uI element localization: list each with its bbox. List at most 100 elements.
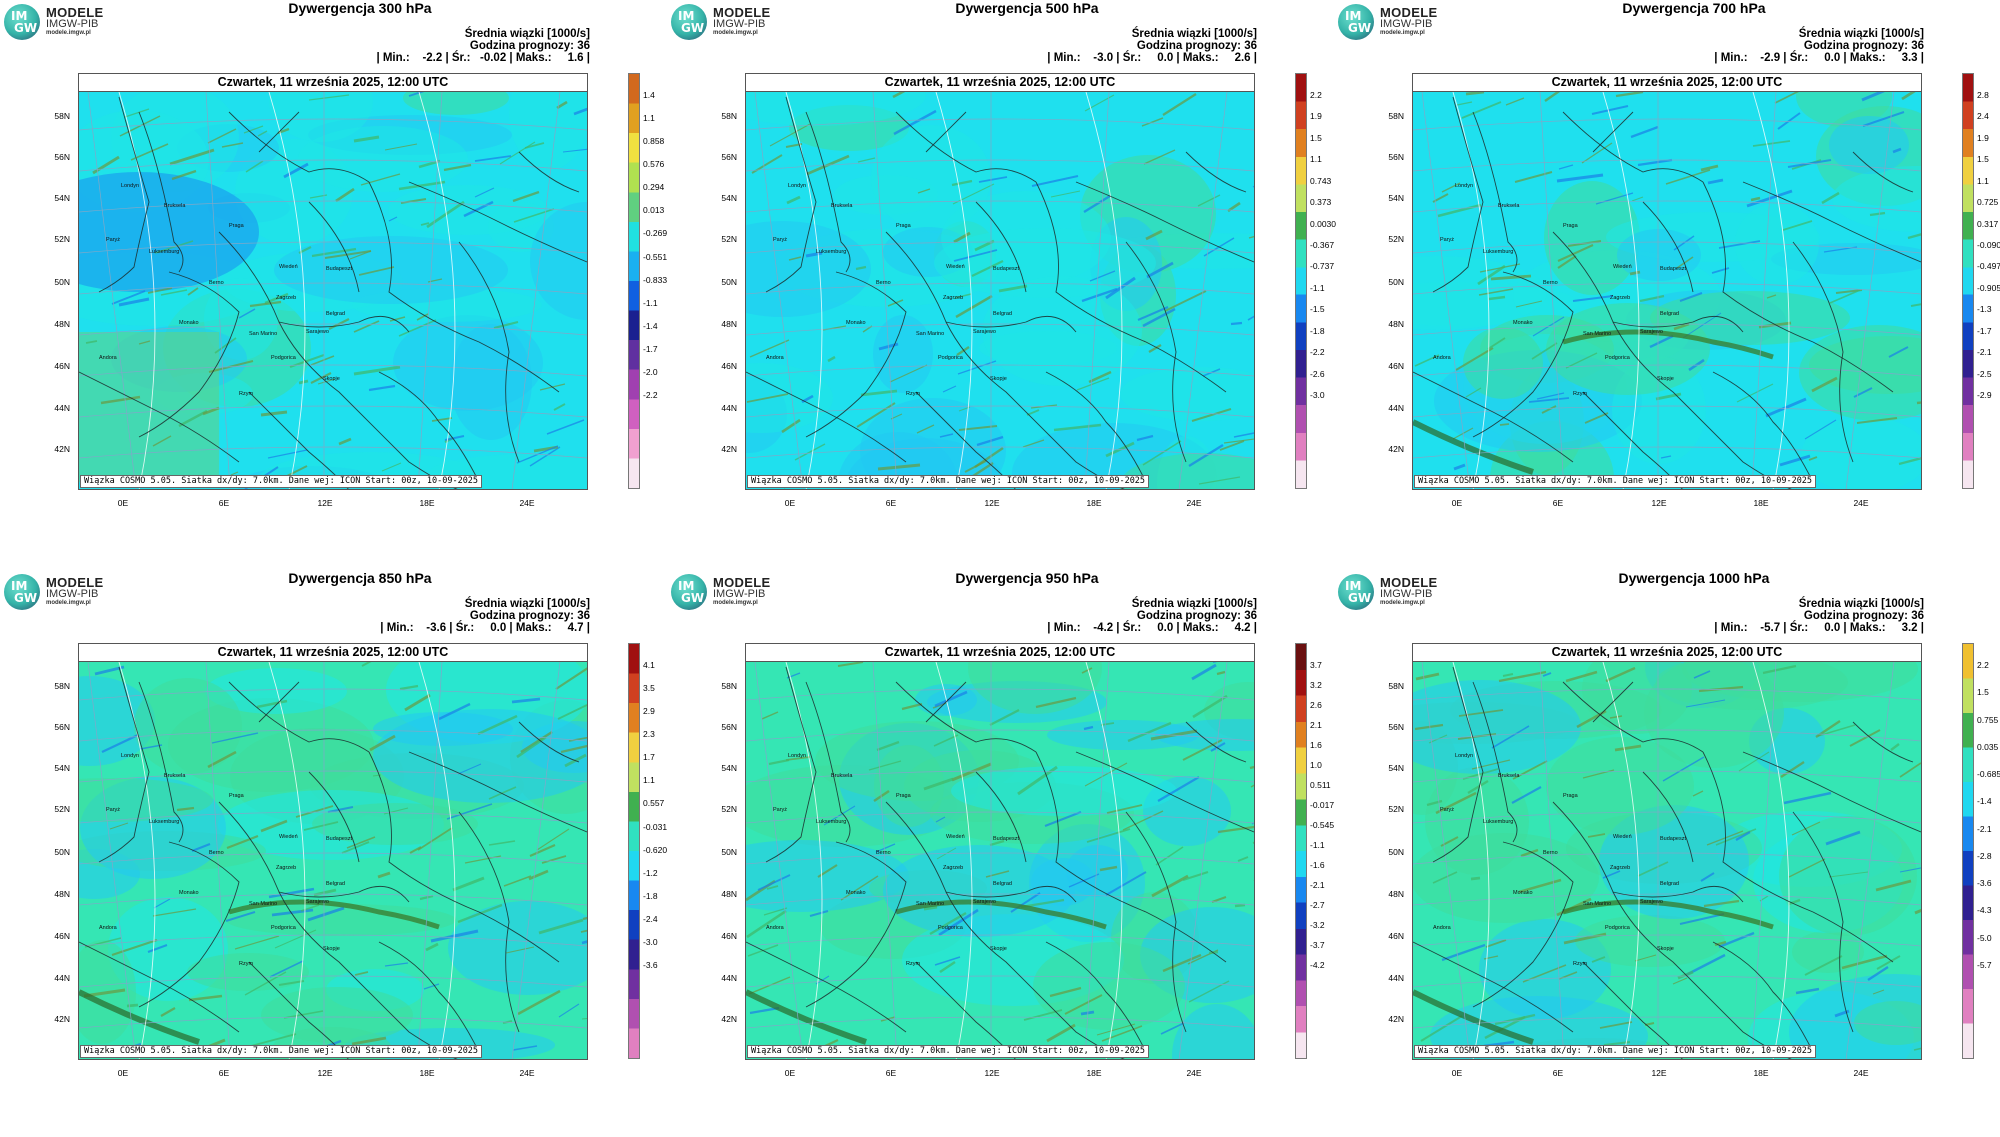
colorbar-tick-label: 2.3 <box>643 729 655 739</box>
city-label: San Marino <box>249 331 278 337</box>
city-label: Belgrad <box>1660 881 1679 887</box>
city-label: Paryż <box>773 237 788 243</box>
lat-tick-label: 44N <box>721 973 737 983</box>
lat-tick-label: 54N <box>721 763 737 773</box>
stats-line: | Min.: -2.2 | Śr.: -0.02 | Maks.: 1.6 | <box>376 52 590 64</box>
city-label: Belgrad <box>993 881 1012 887</box>
colorbar-tick-label: 1.1 <box>1310 154 1322 164</box>
colorbar-tick-label: -2.1 <box>1310 880 1325 890</box>
city-label: Andora <box>766 355 784 361</box>
colorbar-tick-label: 0.725 <box>1977 197 1999 207</box>
colorbar-tick-label: -0.905 <box>1977 283 2000 293</box>
map-frame: Czwartek, 11 września 2025, 12:00 UTC Lon… <box>1412 73 1922 490</box>
city-label: Rzym <box>1573 391 1588 397</box>
logo-title: MODELE <box>1380 575 1438 590</box>
logo-url: modele.imgw.pl <box>46 600 91 606</box>
colorbar-tick-label: -3.2 <box>1310 920 1325 930</box>
lat-tick-label: 50N <box>54 847 70 857</box>
city-label: Luksemburg <box>816 819 847 825</box>
colorbar-tick-label: -1.7 <box>1977 326 1992 336</box>
colorbar-tick-label: -1.3 <box>1977 304 1992 314</box>
city-label: Belgrad <box>326 881 345 887</box>
colorbar-tick-label: -3.0 <box>1310 390 1325 400</box>
city-label: Londyn <box>121 753 140 759</box>
lat-tick-label: 52N <box>721 804 737 814</box>
panel-title: Dywergencja 300 hPa <box>288 0 432 16</box>
city-label: Sarajewo <box>306 899 329 905</box>
logo-im-text: IM <box>678 9 695 23</box>
mean-label: Średnia wiązki [1000/s] <box>464 28 590 40</box>
footnote: Wiązka COSMO 5.05. Siatka dx/dy: 7.0km. … <box>80 475 483 488</box>
city-label: Podgorica <box>938 355 963 361</box>
city-label: Belgrad <box>326 311 345 317</box>
city-label: Andora <box>1433 355 1451 361</box>
colorbar-tick-label: 3.2 <box>1310 680 1322 690</box>
city-label: Rzym <box>1573 961 1588 967</box>
logo-subtitle: IMGW-PIB <box>1380 18 1433 30</box>
city-label: Monako <box>846 320 866 326</box>
city-label: Zagrzeb <box>276 865 297 871</box>
chart-panel: IM GW MODELE IMGW-PIB modele.imgw.pl Dywergen… <box>667 0 1336 560</box>
city-label: Monako <box>1513 320 1533 326</box>
city-label: San Marino <box>249 901 278 907</box>
colorbar <box>1962 643 1974 1059</box>
colorbar-tick-label: -0.031 <box>643 822 668 832</box>
lat-tick-label: 42N <box>1388 444 1404 454</box>
logo-im-text: IM <box>1345 579 1362 593</box>
colorbar-tick-label: -2.7 <box>1310 900 1325 910</box>
colorbar-tick-label: -1.1 <box>643 298 658 308</box>
lat-tick-label: 56N <box>721 722 737 732</box>
logo-emblem: IM GW <box>671 574 707 610</box>
lat-tick-label: 48N <box>1388 889 1404 899</box>
city-label: Praga <box>1563 793 1578 799</box>
colorbar-tick-label: -0.367 <box>1310 240 1335 250</box>
city-label: Luksemburg <box>149 249 180 255</box>
city-label: Bruksela <box>831 773 853 779</box>
lat-tick-label: 48N <box>54 319 70 329</box>
lon-tick-label: 0E <box>117 1068 129 1078</box>
lat-tick-label: 44N <box>721 403 737 413</box>
lon-tick-label: 18E <box>419 498 435 508</box>
city-label: Sarajewo <box>973 899 996 905</box>
colorbar-tick-label: -5.0 <box>1977 933 1992 943</box>
stats-line: | Min.: -5.7 | Śr.: 0.0 | Maks.: 3.2 | <box>1714 622 1924 634</box>
footnote: Wiązka COSMO 5.05. Siatka dx/dy: 7.0km. … <box>1414 475 1817 488</box>
panel-title: Dywergencja 500 hPa <box>955 0 1099 16</box>
lat-tick-label: 50N <box>54 277 70 287</box>
logo-title: MODELE <box>713 5 771 20</box>
colorbar-tick-label: 0.576 <box>643 159 665 169</box>
valid-date: Czwartek, 11 września 2025, 12:00 UTC <box>1413 644 1921 662</box>
city-label: Andora <box>99 355 117 361</box>
lon-tick-label: 12E <box>317 1068 333 1078</box>
city-label: Praga <box>1563 223 1578 229</box>
colorbar-tick-label: 0.294 <box>643 182 665 192</box>
logo-gw-text: GW <box>14 21 38 35</box>
colorbar-tick-label: 0.755 <box>1977 715 1999 725</box>
colorbar-tick-label: -2.0 <box>643 367 658 377</box>
mean-label: Średnia wiązki [1000/s] <box>1798 598 1924 610</box>
valid-date: Czwartek, 11 września 2025, 12:00 UTC <box>79 644 587 662</box>
colorbar-tick-label: 0.557 <box>643 798 665 808</box>
lon-tick-label: 0E <box>784 498 796 508</box>
colorbar-tick-label: 1.5 <box>1977 154 1989 164</box>
lat-tick-label: 42N <box>721 1014 737 1024</box>
lon-tick-label: 6E <box>1552 1068 1564 1078</box>
lon-tick-label: 24E <box>1853 498 1869 508</box>
colorbar-tick-label: -2.2 <box>1310 347 1325 357</box>
lat-tick-label: 42N <box>721 444 737 454</box>
city-label: San Marino <box>1583 901 1612 907</box>
city-label: Wiedeń <box>946 834 965 840</box>
imgw-logo: IM GW MODELE IMGW-PIB modele.imgw.pl <box>1338 2 1458 42</box>
city-label: Paryż <box>773 807 788 813</box>
lat-tick-label: 54N <box>54 763 70 773</box>
colorbar-tick-label: 0.013 <box>643 205 665 215</box>
footnote: Wiązka COSMO 5.05. Siatka dx/dy: 7.0km. … <box>80 1045 483 1058</box>
colorbar-tick-label: -0.620 <box>643 845 668 855</box>
logo-subtitle: IMGW-PIB <box>1380 588 1433 600</box>
colorbar-tick-label: -1.1 <box>1310 840 1325 850</box>
city-label: Bruksela <box>164 773 186 779</box>
logo-subtitle: IMGW-PIB <box>713 588 766 600</box>
logo-im-text: IM <box>11 579 28 593</box>
city-label: Bruksela <box>831 203 853 209</box>
lon-tick-label: 24E <box>1186 1068 1202 1078</box>
